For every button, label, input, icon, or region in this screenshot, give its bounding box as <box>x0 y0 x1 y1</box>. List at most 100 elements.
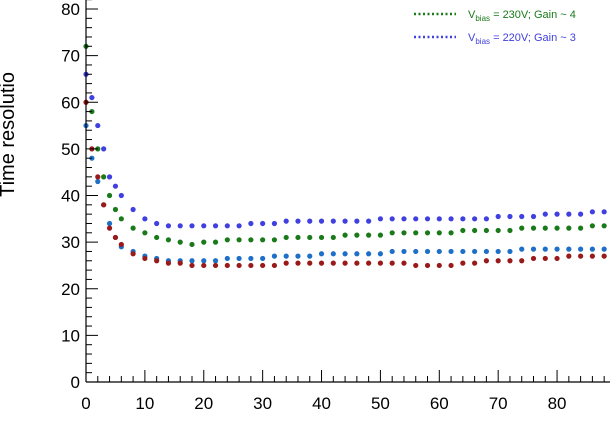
y-axis-ticks: 0 10 20 30 40 50 60 70 80 <box>61 0 98 392</box>
data-point <box>330 218 336 224</box>
data-point <box>271 253 278 259</box>
data-point <box>472 216 478 222</box>
data-point <box>401 216 407 222</box>
data-point <box>318 218 325 224</box>
y-tick-label: 0 <box>71 373 80 392</box>
data-point <box>401 230 407 236</box>
data-point <box>330 234 336 241</box>
data-point <box>112 206 119 213</box>
data-point <box>271 220 278 227</box>
data-point <box>413 262 419 269</box>
data-point <box>566 246 572 252</box>
data-point <box>448 248 454 255</box>
data-point <box>436 262 442 269</box>
data-point <box>389 248 395 255</box>
data-point <box>377 232 384 238</box>
data-point <box>401 260 407 266</box>
data-point <box>401 248 407 255</box>
data-point <box>330 251 336 257</box>
data-point <box>260 220 266 227</box>
y-tick-label: 30 <box>61 233 80 252</box>
x-axis-ticks: 0 10 20 30 40 50 60 70 80 <box>81 370 605 413</box>
data-point <box>112 234 119 241</box>
data-point <box>212 239 219 245</box>
data-point <box>95 122 101 129</box>
data-point <box>507 248 513 255</box>
data-point <box>542 225 548 231</box>
data-point <box>330 260 336 266</box>
data-point <box>189 241 195 248</box>
data-point <box>578 253 584 259</box>
data-point <box>318 260 325 266</box>
data-point <box>106 192 113 199</box>
legend-label: Vbias = 220V; Gain ~ 3 <box>468 32 576 46</box>
data-point <box>389 230 395 236</box>
data-point <box>318 251 325 257</box>
data-point <box>413 216 419 222</box>
data-point <box>554 246 560 252</box>
data-point <box>130 206 136 213</box>
data-point <box>566 253 572 259</box>
data-point <box>495 213 501 220</box>
data-point <box>566 211 572 217</box>
data-point <box>436 216 442 222</box>
data-point <box>307 234 313 241</box>
data-point <box>601 223 607 229</box>
data-point <box>507 227 513 234</box>
data-point <box>495 258 501 264</box>
data-point <box>118 192 124 199</box>
data-point <box>342 218 348 224</box>
data-point <box>578 246 584 252</box>
data-point <box>224 237 230 243</box>
data-point <box>236 262 242 269</box>
data-point <box>389 216 395 222</box>
x-tick-label: 20 <box>194 394 213 413</box>
data-point <box>283 253 289 259</box>
data-point <box>354 218 360 224</box>
data-point <box>589 246 595 252</box>
data-point <box>542 255 548 262</box>
data-point <box>460 260 466 266</box>
data-point <box>271 237 278 243</box>
y-tick-label: 10 <box>61 326 80 345</box>
data-point <box>448 230 454 236</box>
data-point <box>601 246 607 252</box>
data-point <box>101 202 107 208</box>
x-tick-label: 40 <box>312 394 331 413</box>
data-point <box>354 251 360 257</box>
data-point <box>89 94 95 101</box>
data-point <box>130 225 136 231</box>
data-point <box>112 183 119 189</box>
data-point <box>483 216 489 222</box>
y-tick-label: 20 <box>61 280 80 299</box>
data-point <box>342 232 348 238</box>
data-point <box>118 216 124 222</box>
data-point <box>248 237 254 243</box>
data-point <box>283 260 289 266</box>
y-tick-label: 80 <box>61 0 80 19</box>
data-point <box>201 262 207 269</box>
y-tick-label: 60 <box>61 93 80 112</box>
data-point <box>295 218 301 224</box>
data-point <box>95 174 101 180</box>
data-point <box>165 223 172 229</box>
data-point <box>519 246 525 252</box>
data-point <box>283 218 289 224</box>
data-point <box>601 209 607 215</box>
data-point <box>260 237 266 243</box>
data-point <box>578 225 584 231</box>
data-point <box>542 246 548 252</box>
data-point <box>366 218 372 224</box>
data-point <box>413 248 419 255</box>
data-point <box>295 253 301 259</box>
data-point <box>483 227 489 234</box>
y-axis-title: Time resolutio <box>0 72 19 197</box>
data-point <box>377 251 384 257</box>
data-point <box>189 262 195 269</box>
data-point <box>413 230 419 236</box>
data-point <box>307 253 313 259</box>
data-point <box>460 248 466 255</box>
data-point <box>142 230 148 236</box>
data-point <box>295 260 301 266</box>
